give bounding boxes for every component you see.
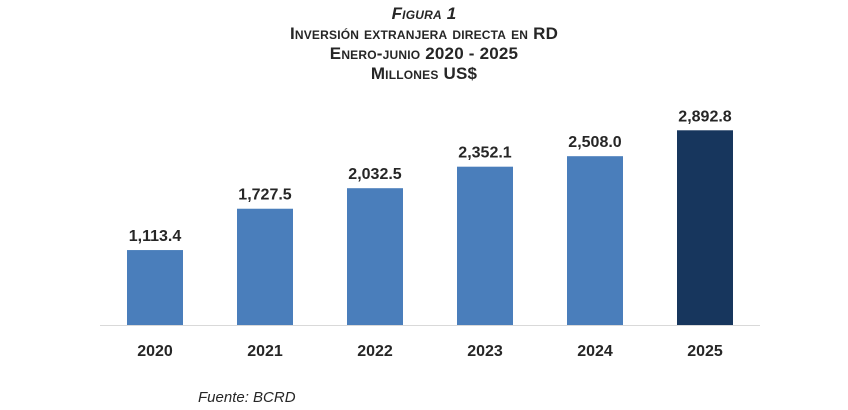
data-label-2023: 2,352.1 [458,145,511,162]
x-tick-label-2020: 2020 [137,343,173,360]
x-tick-label-2021: 2021 [247,343,283,360]
bar-2023 [457,166,513,325]
x-tick-label-2024: 2024 [577,343,613,360]
bar-2022 [347,188,403,325]
bar-2025 [677,130,733,325]
chart-title: Inversión extranjera directa en RD [289,24,559,43]
chart-subtitle: Enero-junio 2020 - 2025 [329,44,519,63]
data-label-2024: 2,508.0 [568,134,621,151]
chart-units: Millones US$ [370,64,478,83]
data-label-2022: 2,032.5 [348,166,401,183]
x-tick-label-2022: 2022 [357,343,393,360]
bar-2024 [567,156,623,325]
figure-label: Figura 1 [391,4,457,23]
data-label-2025: 2,892.8 [678,108,731,125]
source-note: Fuente: BCRD [198,389,296,406]
bar-2020 [127,250,183,325]
chart-titles: Figura 1 Inversión extranjera directa en… [0,0,848,84]
x-tick-label-2025: 2025 [687,343,723,360]
data-label-2021: 1,727.5 [238,187,291,204]
bar-2021 [237,208,293,325]
x-tick-label-2023: 2023 [467,343,503,360]
data-label-2020: 1,113.4 [129,228,182,245]
